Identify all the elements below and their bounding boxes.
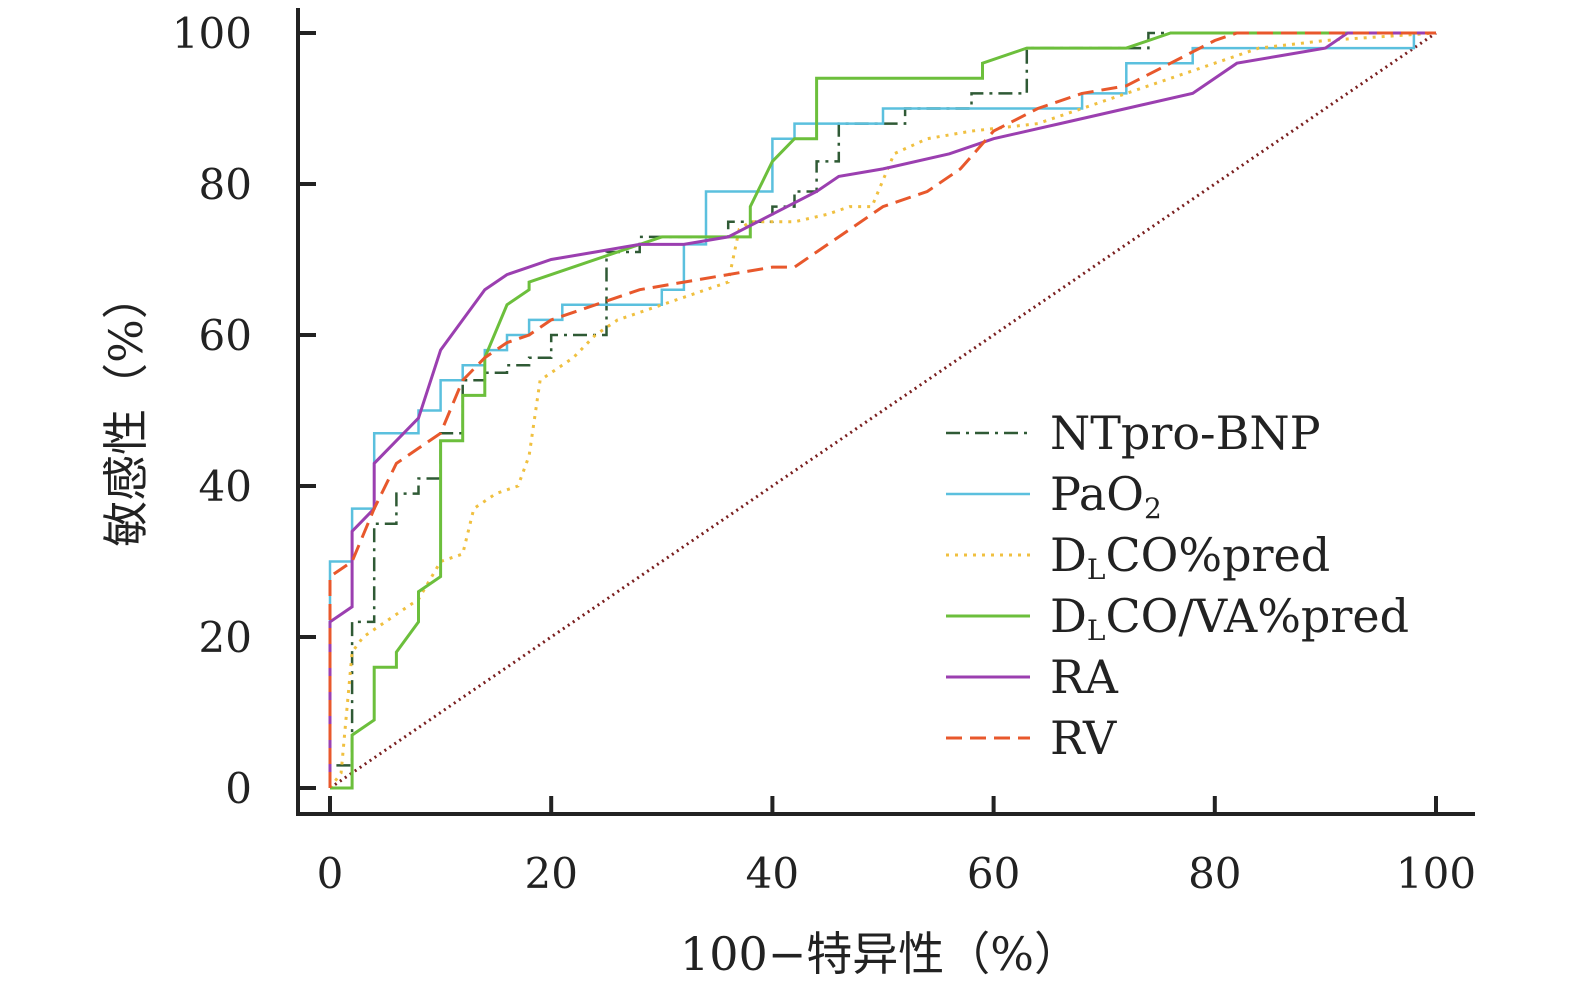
legend-label: PaO2 — [1050, 467, 1162, 525]
y-tick-label: 20 — [199, 613, 252, 662]
x-tick-label: 0 — [317, 849, 344, 898]
x-tick-label: 60 — [967, 849, 1020, 898]
series-line-5 — [328, 31, 1436, 788]
x-tick-label: 80 — [1188, 849, 1241, 898]
ticks-layer: 0 20 40 60 80 100 0 20 40 60 80 100 — [172, 9, 1476, 898]
x-tick-label: 20 — [524, 849, 577, 898]
legend-label: DLCO/VA%pred — [1050, 589, 1409, 647]
series-layer — [328, 31, 1437, 790]
series-line-6 — [328, 31, 1436, 788]
reference-diagonal-line — [329, 31, 1437, 790]
y-tick-label: 100 — [172, 9, 252, 58]
legend-label: RV — [1050, 711, 1117, 765]
series-line-1 — [328, 31, 1436, 788]
y-tick-label: 80 — [199, 160, 252, 209]
legend-label: DLCO%pred — [1050, 528, 1330, 586]
series-line-3 — [328, 31, 1437, 789]
axes-layer — [296, 8, 1475, 816]
legend-label: RA — [1050, 650, 1119, 704]
y-tick-label: 40 — [199, 462, 252, 511]
reference-layer — [329, 31, 1437, 790]
legend-label: NTpro-BNP — [1050, 406, 1321, 460]
y-axis-title: 敏感性（%） — [99, 273, 153, 547]
series-line-4 — [330, 31, 1436, 790]
y-tick-label: 60 — [199, 311, 252, 360]
x-tick-label: 40 — [746, 849, 799, 898]
y-tick-label: 0 — [225, 764, 252, 813]
x-tick-label: 100 — [1396, 849, 1476, 898]
x-axis-title: 100−特异性（%） — [680, 927, 1080, 981]
